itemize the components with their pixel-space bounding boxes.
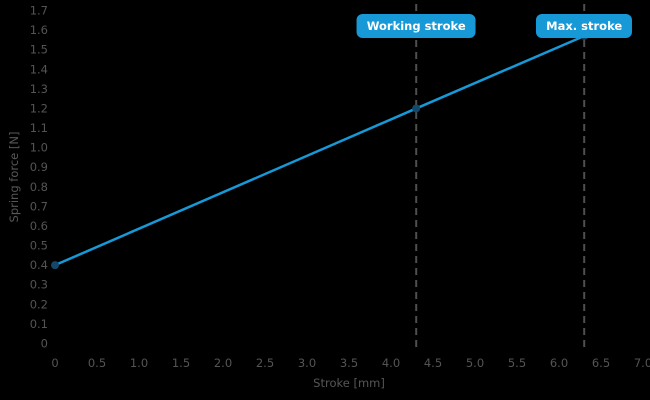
y-tick-label: 1.3 (30, 82, 48, 96)
y-tick-label: 1.1 (30, 121, 48, 135)
x-tick-label: 3.5 (340, 356, 358, 370)
annotation-badge: Working stroke (356, 14, 476, 38)
y-tick-label: 1.7 (30, 4, 48, 18)
y-tick-label: 0 (41, 337, 48, 351)
y-tick-label: 0.1 (30, 317, 48, 331)
x-tick-label: 0 (51, 356, 58, 370)
x-tick-label: 2.0 (214, 356, 232, 370)
y-axis-title: Spring force [N] (7, 131, 21, 223)
x-tick-label: 4.0 (382, 356, 400, 370)
x-tick-label: 1.0 (130, 356, 148, 370)
y-tick-label: 0.3 (30, 278, 48, 292)
data-point-marker (412, 104, 421, 113)
x-tick-label: 5.0 (466, 356, 484, 370)
series-line (53, 34, 586, 267)
y-tick-label: 1.2 (30, 101, 48, 115)
x-tick-label: 2.5 (256, 356, 274, 370)
y-tick-label: 1.0 (30, 141, 48, 155)
y-tick-label: 1.4 (30, 62, 48, 76)
x-tick-label: 3.0 (298, 356, 316, 370)
x-tick-label: 5.5 (508, 356, 526, 370)
x-tick-label: 4.5 (424, 356, 442, 370)
y-tick-label: 0.2 (30, 297, 48, 311)
x-tick-label: 1.5 (172, 356, 190, 370)
x-tick-label: 7.0 (634, 356, 650, 370)
x-axis-title: Stroke [mm] (313, 376, 385, 390)
annotation-badge: Max. stroke (536, 14, 633, 38)
y-tick-label: 1.5 (30, 43, 48, 57)
y-tick-label: 0.7 (30, 199, 48, 213)
y-tick-label: 1.6 (30, 23, 48, 37)
x-tick-label: 0.5 (88, 356, 106, 370)
y-tick-label: 0.9 (30, 160, 48, 174)
x-tick-label: 6.5 (592, 356, 610, 370)
y-tick-label: 0.4 (30, 258, 48, 272)
x-tick-label: 6.0 (550, 356, 568, 370)
y-tick-label: 0.5 (30, 239, 48, 253)
data-point-marker (51, 261, 59, 270)
y-tick-label: 0.8 (30, 180, 48, 194)
y-tick-label: 0.6 (30, 219, 48, 233)
